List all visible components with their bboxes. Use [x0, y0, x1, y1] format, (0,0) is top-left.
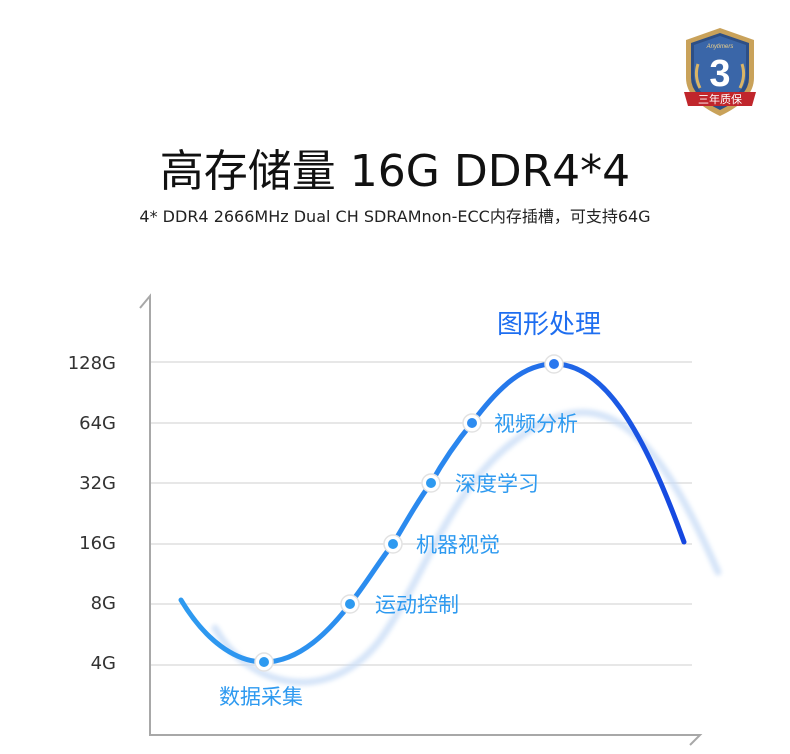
label-data-collection: 数据采集 [219, 685, 303, 709]
label-graphics-processing: 图形处理 [497, 310, 602, 340]
y-tick-4g: 4G [90, 653, 116, 674]
point-deep-learning [421, 473, 441, 493]
label-video-analysis: 视频分析 [494, 412, 578, 436]
point-video-analysis [462, 413, 482, 433]
point-motion-control [340, 594, 360, 614]
y-tick-64g: 64G [79, 413, 116, 434]
label-motion-control: 运动控制 [375, 593, 459, 617]
point-machine-vision [383, 534, 403, 554]
gridlines [150, 361, 692, 666]
y-tick-16g: 16G [79, 533, 116, 554]
label-machine-vision: 机器视觉 [416, 533, 500, 557]
svg-text:Anytimers: Anytimers [706, 44, 734, 50]
label-deep-learning: 深度学习 [455, 472, 539, 496]
svg-text:三年质保: 三年质保 [698, 92, 742, 106]
y-tick-8g: 8G [90, 593, 116, 614]
point-graphics-processing [544, 354, 564, 374]
page-title: 高存储量 16G DDR4*4 [159, 146, 631, 197]
svg-text:3: 3 [709, 53, 730, 95]
data-points [254, 354, 564, 672]
warranty-badge-icon: Anytimers 3 三年质保 [684, 28, 756, 116]
y-tick-128g: 128G [67, 353, 116, 374]
axes [139, 293, 703, 746]
page-subtitle: 4* DDR4 2666MHz Dual CH SDRAMnon-ECC内存插槽… [139, 207, 651, 226]
point-data-collection [254, 652, 274, 672]
y-tick-32g: 32G [79, 473, 116, 494]
